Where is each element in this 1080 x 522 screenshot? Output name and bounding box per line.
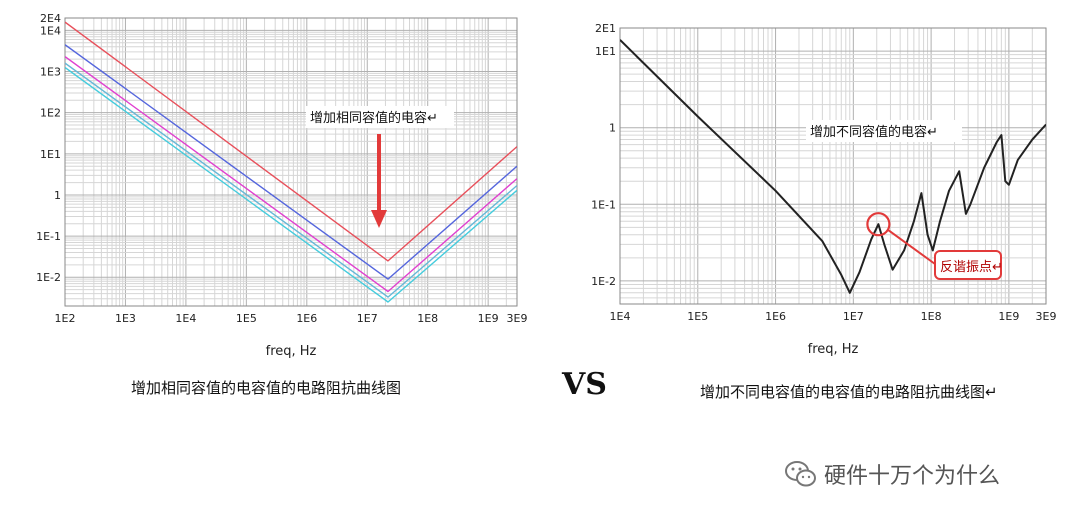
annotation-arrowhead [371, 210, 387, 228]
y-tick-label: 1E1 [40, 148, 61, 161]
series-line-4 [65, 62, 517, 298]
caption-right: 增加不同电容值的电容值的电路阻抗曲线图↵ [700, 383, 998, 401]
y-tick-label: 1E-1 [591, 198, 616, 211]
plot-frame [619, 27, 1047, 305]
y-tick-label: 1E-1 [36, 230, 61, 243]
x-axis-label: freq, Hz [266, 344, 317, 359]
x-tick-label: 1E7 [843, 310, 864, 323]
y-tick-label: 1E-2 [591, 275, 616, 288]
x-tick-label: 1E9 [998, 310, 1019, 323]
x-tick-label: 1E7 [357, 312, 378, 325]
x-axis-label: freq, Hz [808, 342, 859, 357]
y-tick-label: 1E1 [595, 45, 616, 58]
plot-frame [64, 17, 518, 307]
annotation-text: 增加相同容值的电容↵ [310, 110, 438, 126]
series-line-5 [65, 66, 517, 303]
y-tick-label: 1 [609, 122, 616, 135]
watermark-text: 硬件十万个为什么 [824, 464, 1001, 489]
callout-box [934, 250, 1002, 280]
x-tick-label: 1E5 [236, 312, 257, 325]
x-tick-label: 1E2 [55, 312, 76, 325]
watermark: 硬件十万个为什么 [784, 458, 1000, 490]
y-tick-label: 1E2 [40, 107, 61, 120]
x-tick-label: 3E9 [1036, 310, 1057, 323]
resonance-marker [866, 212, 891, 237]
wechat-icon [785, 461, 816, 487]
y-tick-label: 2E1 [595, 22, 616, 35]
x-tick-label: 1E4 [175, 312, 196, 325]
y-tick-label: 2E4 [40, 12, 61, 25]
x-tick-label: 1E3 [115, 312, 136, 325]
x-tick-label: 3E9 [507, 312, 528, 325]
vs-label: VS [562, 367, 607, 402]
chart-left: 1E2 1E3 1E4 1E5 1E6 1E7 1E8 1E9 3E92E41E41E31E21… [36, 12, 528, 359]
y-tick-label: 1E4 [40, 24, 61, 37]
series-line-1 [65, 21, 517, 262]
x-tick-label: 1E6 [765, 310, 786, 323]
callout-leader [887, 229, 936, 265]
annotation-text: 增加不同容值的电容↵ [810, 124, 938, 140]
annotation-bg [806, 120, 962, 142]
x-tick-label: 1E8 [921, 310, 942, 323]
x-tick-label: 1E5 [687, 310, 708, 323]
series-line-3 [65, 56, 517, 293]
series-line-1 [620, 39, 1046, 294]
annotation-bg [306, 106, 454, 128]
x-tick-label: 1E6 [296, 312, 317, 325]
y-tick-label: 1 [54, 189, 61, 202]
plot-area [65, 18, 517, 306]
y-tick-label: 1E-2 [36, 271, 61, 284]
chart-right: 1E4 1E5 1E6 1E7 1E8 1E9 3E9 2E1 1E1 1 1E-1 1E-2 freq… [591, 22, 1057, 357]
x-tick-label: 1E9 [478, 312, 499, 325]
x-tick-label: 1E8 [417, 312, 438, 325]
callout-text: 反谐振点↵ [940, 260, 1003, 275]
caption-left: 增加相同容值的电容值的电路阻抗曲线图 [131, 379, 402, 397]
x-tick-label: 1E4 [610, 310, 631, 323]
series-line-2 [65, 44, 517, 280]
y-tick-label: 1E3 [40, 66, 61, 79]
